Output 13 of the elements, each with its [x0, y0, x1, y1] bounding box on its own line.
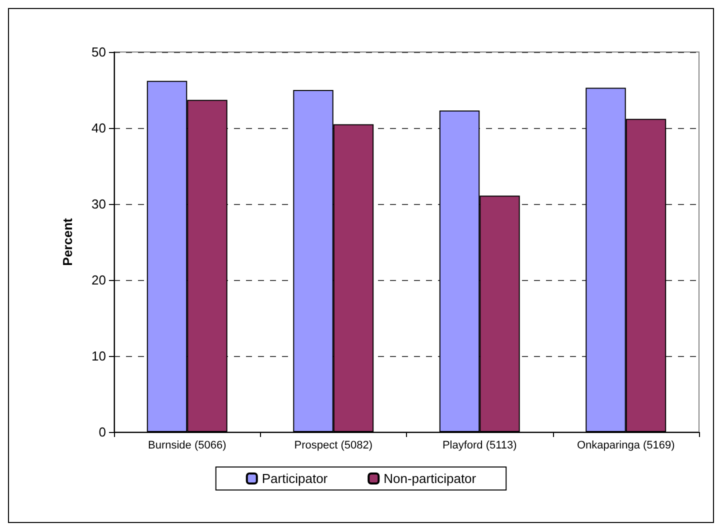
- x-tick-label: Onkaparinga (5169): [576, 440, 675, 452]
- y-tick-label: 50: [92, 44, 106, 60]
- y-tick-label: 20: [92, 272, 106, 288]
- legend-label: Non-participator: [384, 471, 477, 486]
- x-tick-label: Prospect (5082): [294, 440, 373, 452]
- y-tick-label: 10: [92, 348, 106, 364]
- y-tick-label: 0: [98, 424, 106, 440]
- x-tick-label: Burnside (5066): [148, 440, 226, 452]
- y-axis-title: Percent: [60, 217, 75, 266]
- x-tick-label: Playford (5113): [442, 440, 517, 452]
- y-tick-label: 30: [92, 196, 106, 212]
- y-tick-label: 40: [92, 120, 106, 136]
- legend-label: Participator: [262, 471, 328, 486]
